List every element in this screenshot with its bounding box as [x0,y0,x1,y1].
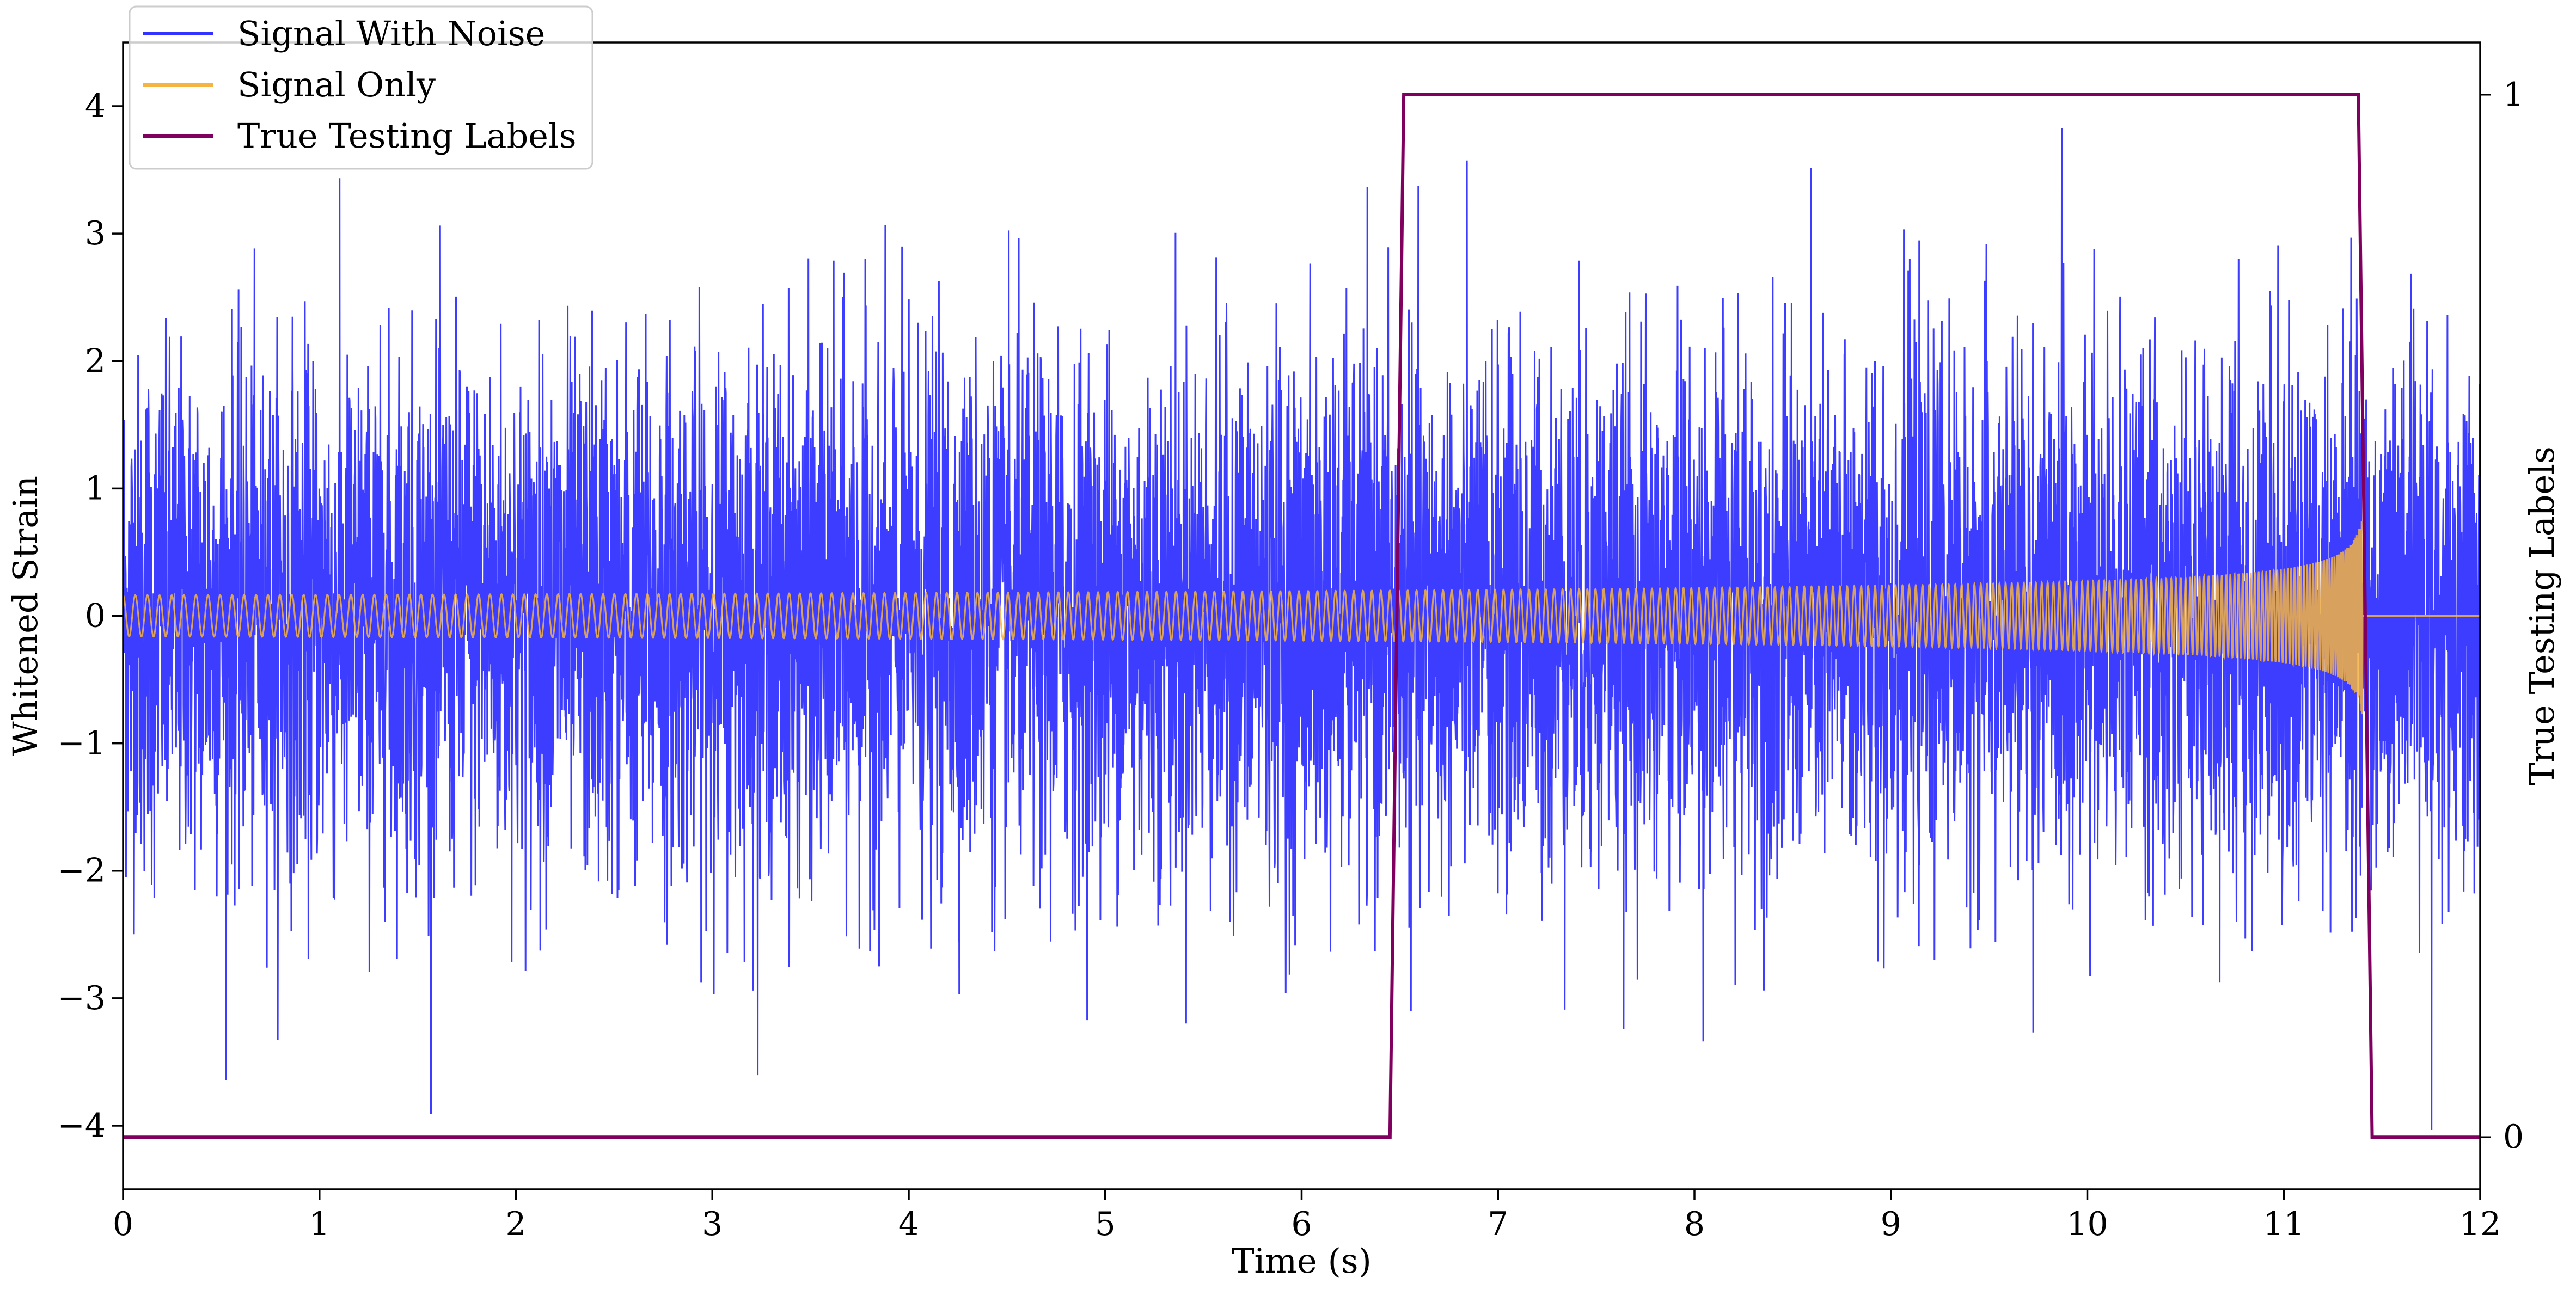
series-signal-only [123,521,2480,715]
x-tick-label: 9 [1881,1205,1901,1243]
x-tick-label: 11 [2263,1205,2304,1243]
legend-label: Signal Only [237,65,436,105]
y2-tick-label: 0 [2503,1118,2524,1156]
x-tick-label: 0 [113,1205,133,1243]
legend-label: True Testing Labels [237,116,577,156]
x-tick-label: 4 [898,1205,919,1243]
legend-label: Signal With Noise [237,14,545,53]
x-tick-label: 5 [1095,1205,1116,1243]
series-true-testing-labels [123,93,2480,1139]
y-tick-label: 3 [85,214,106,253]
y-tick-label: −1 [58,724,106,763]
plot-area [123,93,2480,1139]
x-tick-label: 6 [1291,1205,1312,1243]
x-tick-label: 3 [702,1205,723,1243]
legend-box [129,5,593,170]
legend: Signal With Noise Signal Only True Testing… [129,5,593,170]
x-axis-label: Time (s) [1232,1241,1372,1281]
x-tick-label: 12 [2459,1205,2501,1243]
y-tick-label: 0 [85,597,106,635]
x-tick-label: 1 [309,1205,330,1243]
series-signal-with-noise [123,127,2480,1131]
y-tick-label: 2 [85,342,106,380]
x-tick-label: 8 [1684,1205,1705,1243]
y2-tick-label: 1 [2503,76,2524,114]
x-tick-label: 7 [1488,1205,1508,1243]
y-tick-label: −2 [58,852,106,890]
x-tick-label: 2 [505,1205,526,1243]
y-tick-label: 1 [85,469,106,507]
y-tick-label: −3 [58,979,106,1017]
x-tick-label: 10 [2066,1205,2108,1243]
y2-axis-label: True Testing Labels [2522,446,2562,785]
y-axis-label: Whitened Strain [5,476,45,756]
y-tick-label: 4 [85,87,106,125]
y-tick-label: −4 [58,1107,106,1145]
